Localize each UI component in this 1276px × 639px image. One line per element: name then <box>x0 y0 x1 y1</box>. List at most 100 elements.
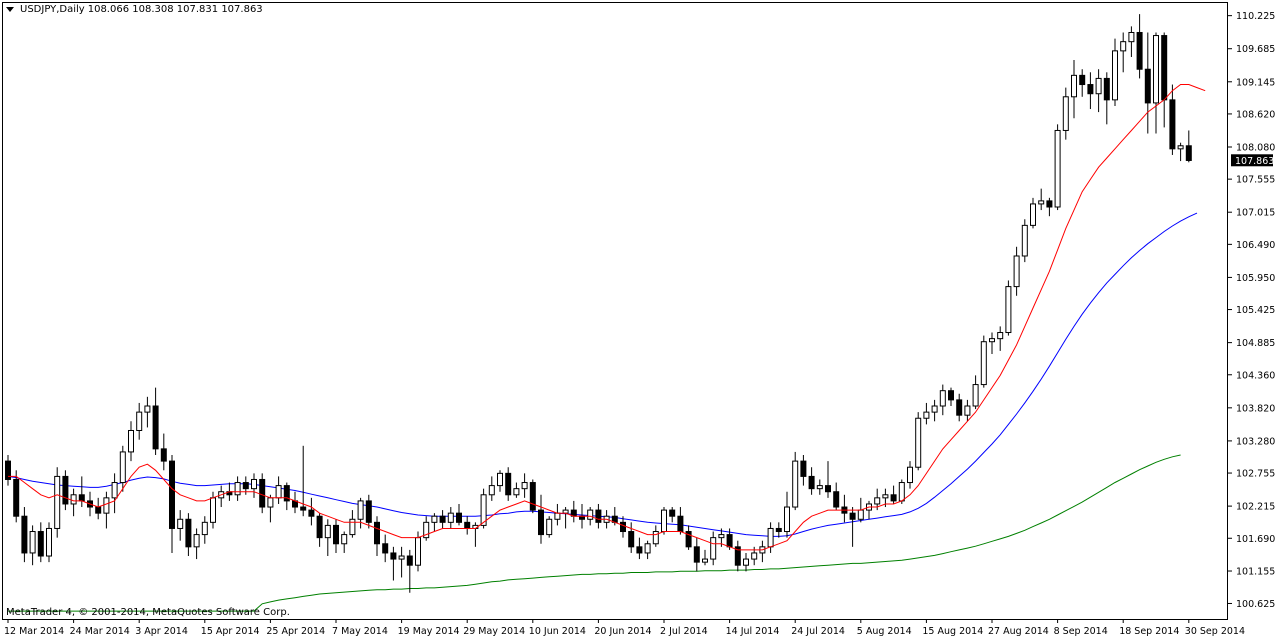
candle[interactable] <box>160 433 167 471</box>
candle[interactable] <box>980 335 987 388</box>
candle[interactable] <box>1112 38 1118 106</box>
candle[interactable] <box>251 473 257 498</box>
candle[interactable] <box>70 488 77 517</box>
candle[interactable] <box>37 522 44 563</box>
candle[interactable] <box>333 519 339 553</box>
candle[interactable] <box>767 522 774 553</box>
candle[interactable] <box>1153 32 1159 134</box>
candle[interactable] <box>152 387 159 455</box>
candle[interactable] <box>1046 197 1053 217</box>
candle[interactable] <box>341 531 348 553</box>
candle[interactable] <box>841 494 848 523</box>
candle[interactable] <box>488 476 495 501</box>
candle[interactable] <box>119 445 126 492</box>
candle[interactable] <box>218 485 225 508</box>
candle[interactable] <box>374 516 380 557</box>
candle[interactable] <box>997 326 1004 351</box>
candle[interactable] <box>652 525 659 547</box>
candle[interactable] <box>169 454 175 553</box>
candle[interactable] <box>193 528 200 560</box>
candle[interactable] <box>21 507 28 563</box>
candle[interactable] <box>13 470 20 523</box>
candle[interactable] <box>1120 32 1127 73</box>
candle[interactable] <box>62 470 69 511</box>
candle[interactable] <box>185 513 192 557</box>
candle[interactable] <box>849 507 856 547</box>
dropdown-triangle-icon[interactable] <box>6 7 14 12</box>
candle[interactable] <box>357 497 364 529</box>
candle[interactable] <box>308 497 315 526</box>
candle[interactable] <box>554 503 561 526</box>
candle[interactable] <box>702 549 708 566</box>
candle[interactable] <box>833 482 840 511</box>
candle[interactable] <box>29 525 36 566</box>
candle[interactable] <box>267 494 274 523</box>
candle[interactable] <box>78 476 85 508</box>
candle[interactable] <box>915 412 922 471</box>
candle[interactable] <box>505 467 512 501</box>
candle[interactable] <box>538 494 544 544</box>
candle[interactable] <box>5 454 11 486</box>
candle[interactable] <box>300 445 307 517</box>
candle[interactable] <box>1128 26 1135 57</box>
candle[interactable] <box>464 516 471 535</box>
candle[interactable] <box>439 510 446 529</box>
candle[interactable] <box>144 396 151 428</box>
candle[interactable] <box>136 402 143 440</box>
candle[interactable] <box>743 552 749 572</box>
candle[interactable] <box>759 540 766 563</box>
candle[interactable] <box>111 473 118 514</box>
candle[interactable] <box>661 507 667 535</box>
candle[interactable] <box>46 522 52 563</box>
candle[interactable] <box>1169 84 1176 155</box>
candle[interactable] <box>292 491 298 514</box>
plot-area[interactable] <box>2 2 1228 620</box>
candle[interactable] <box>103 491 110 529</box>
candle[interactable] <box>497 470 503 492</box>
candle[interactable] <box>1103 72 1110 125</box>
candle[interactable] <box>365 494 372 529</box>
candle[interactable] <box>792 451 799 511</box>
candle[interactable] <box>677 507 684 535</box>
candle[interactable] <box>316 513 323 547</box>
candle[interactable] <box>1071 60 1077 119</box>
candle[interactable] <box>398 546 405 578</box>
candle[interactable] <box>825 461 831 498</box>
candle[interactable] <box>1038 188 1045 211</box>
candle[interactable] <box>816 479 823 495</box>
candle[interactable] <box>1087 72 1094 110</box>
candle[interactable] <box>595 503 602 529</box>
candle[interactable] <box>693 537 700 572</box>
candle[interactable] <box>948 387 954 406</box>
candle[interactable] <box>734 540 741 572</box>
candle[interactable] <box>775 522 782 538</box>
candle[interactable] <box>956 393 963 422</box>
candle[interactable] <box>275 476 282 504</box>
candle[interactable] <box>431 513 438 532</box>
candle[interactable] <box>423 516 430 541</box>
candle[interactable] <box>1021 219 1028 263</box>
candle[interactable] <box>1136 14 1143 79</box>
candle[interactable] <box>784 491 790 538</box>
candle[interactable] <box>382 534 389 563</box>
candle[interactable] <box>685 525 692 550</box>
candle[interactable] <box>808 467 815 495</box>
candle[interactable] <box>1177 142 1184 162</box>
candle[interactable] <box>620 516 626 538</box>
candle[interactable] <box>923 402 930 425</box>
candle[interactable] <box>1030 197 1036 229</box>
candle[interactable] <box>177 510 184 541</box>
candle[interactable] <box>1013 246 1020 296</box>
candle[interactable] <box>349 510 356 538</box>
candle[interactable] <box>1095 69 1102 113</box>
candle[interactable] <box>866 500 872 520</box>
candle[interactable] <box>283 482 290 511</box>
candle[interactable] <box>800 454 807 486</box>
candle[interactable] <box>95 497 102 520</box>
candle[interactable] <box>890 485 897 504</box>
candle[interactable] <box>939 384 946 416</box>
candle[interactable] <box>1144 32 1151 134</box>
candle[interactable] <box>259 473 266 514</box>
